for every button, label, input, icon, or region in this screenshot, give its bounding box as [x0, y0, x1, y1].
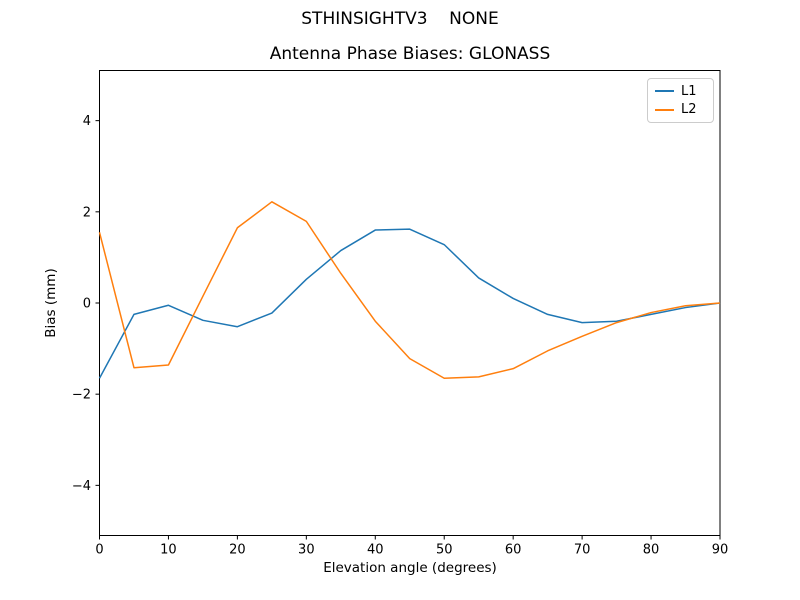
l2-line-swatch [655, 108, 674, 112]
y-tick-label: −4 [72, 479, 91, 494]
x-tick-label: 0 [95, 543, 103, 558]
x-tick-label: 80 [643, 543, 660, 558]
y-tick-label: −2 [72, 388, 91, 403]
legend-label-l2: L2 [681, 102, 697, 118]
series-line-l1 [98, 228, 721, 379]
x-tick-label: 30 [298, 543, 315, 558]
y-tick-label: 2 [83, 205, 91, 220]
legend: L1 L2 [647, 78, 714, 123]
x-axis-label: Elevation angle (degrees) [323, 560, 497, 576]
legend-item-l2: L2 [648, 103, 713, 116]
figure-suptitle: STHINSIGHTV3 NONE [301, 9, 499, 29]
x-tick-label: 20 [229, 543, 246, 558]
x-tick-label: 50 [436, 543, 453, 558]
axes-frame [99, 70, 721, 536]
legend-label-l1: L1 [681, 83, 697, 99]
l1-line-swatch [655, 89, 674, 93]
x-tick-label: 70 [574, 543, 591, 558]
series-line-l2 [98, 201, 721, 379]
y-axis-label: Bias (mm) [43, 268, 59, 338]
chart-title: Antenna Phase Biases: GLONASS [269, 44, 551, 64]
legend-item-l1: L1 [648, 85, 713, 98]
y-tick-label: 0 [83, 297, 91, 312]
y-tick-label: 4 [83, 114, 91, 129]
x-tick-label: 40 [367, 543, 384, 558]
x-tick-label: 10 [160, 543, 177, 558]
x-tick-label: 90 [712, 543, 729, 558]
x-tick-label: 60 [505, 543, 522, 558]
